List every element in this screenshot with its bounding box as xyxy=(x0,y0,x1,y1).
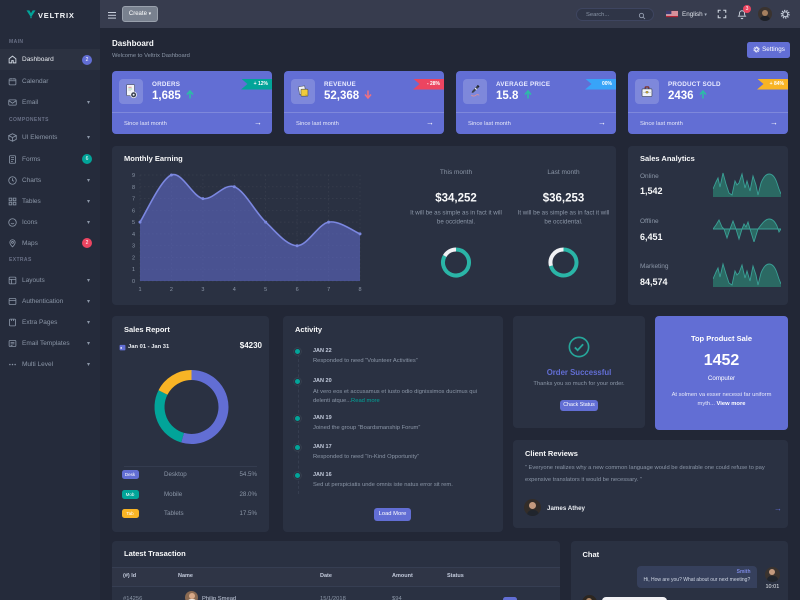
svg-text:8: 8 xyxy=(358,287,361,293)
svg-text:6: 6 xyxy=(296,287,299,293)
svg-text:1: 1 xyxy=(132,267,135,273)
svg-text:9: 9 xyxy=(132,173,135,179)
svg-text:5: 5 xyxy=(132,220,135,226)
svg-text:3: 3 xyxy=(132,244,135,250)
svg-text:$34,252: $34,252 xyxy=(435,193,477,205)
svg-text:be occidental.: be occidental. xyxy=(544,219,582,226)
svg-text:be occidental.: be occidental. xyxy=(437,219,475,226)
svg-text:This month: This month xyxy=(440,169,473,176)
svg-text:7: 7 xyxy=(132,197,135,203)
svg-text:4: 4 xyxy=(233,287,236,293)
svg-text:0: 0 xyxy=(132,279,135,285)
svg-text:1: 1 xyxy=(138,287,141,293)
svg-text:3: 3 xyxy=(201,287,204,293)
svg-text:It will be as simple as in fac: It will be as simple as in fact it will xyxy=(410,210,502,217)
svg-text:6: 6 xyxy=(132,208,135,214)
svg-text:2: 2 xyxy=(132,255,135,261)
svg-text:$36,253: $36,253 xyxy=(543,193,585,205)
svg-text:4: 4 xyxy=(132,232,135,238)
svg-text:2: 2 xyxy=(170,287,173,293)
svg-text:Last month: Last month xyxy=(547,169,580,176)
svg-text:8: 8 xyxy=(132,185,135,191)
svg-text:5: 5 xyxy=(264,287,267,293)
svg-text:7: 7 xyxy=(327,287,330,293)
svg-text:It will be as simple as in fac: It will be as simple as in fact it will xyxy=(518,210,610,217)
